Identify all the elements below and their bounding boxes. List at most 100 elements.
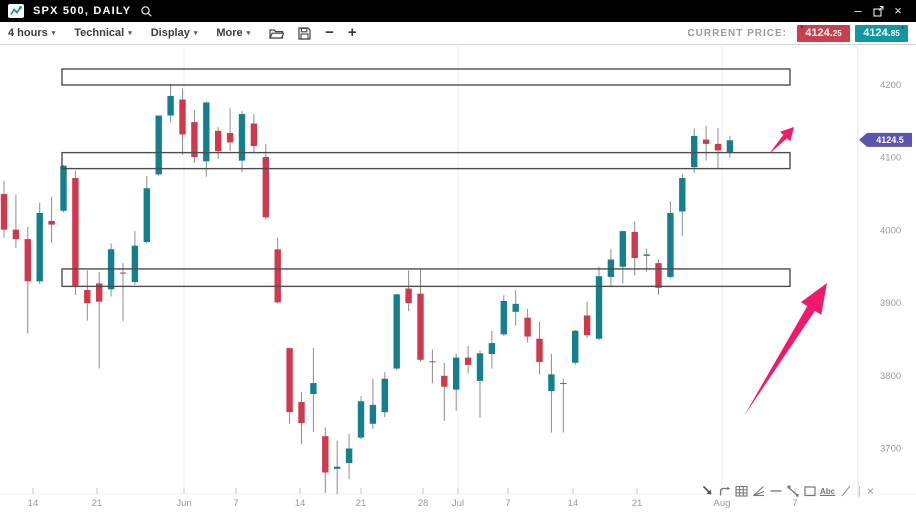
horizontal-line-tool-icon[interactable]	[769, 485, 782, 498]
zoom-in-button[interactable]: +	[347, 24, 357, 41]
x-axis-label: 14	[295, 498, 306, 509]
candle-body	[643, 254, 650, 256]
grid-tool-icon[interactable]	[735, 485, 748, 498]
candle-body	[310, 383, 317, 394]
x-axis-label: 21	[632, 498, 643, 509]
trend-fan-tool-icon[interactable]	[752, 485, 765, 498]
candle-body	[583, 315, 591, 336]
candle-body	[441, 375, 448, 387]
text-tool-icon[interactable]: Abc	[820, 486, 836, 496]
candle-body	[322, 436, 329, 473]
support-resistance-zone[interactable]	[61, 151, 791, 170]
candle-body	[381, 378, 388, 413]
candle-body	[262, 156, 269, 218]
minimize-button[interactable]: –	[854, 3, 862, 18]
save-icon[interactable]	[298, 26, 311, 40]
last-price-tag-value: 4124.5	[876, 135, 904, 145]
x-axis-label: 21	[356, 498, 367, 509]
x-axis-label: 28	[418, 498, 429, 509]
candle-body	[286, 348, 293, 413]
rectangle-tool-icon[interactable]	[803, 485, 816, 498]
support-resistance-zone[interactable]	[61, 268, 791, 288]
candle-body	[0, 194, 8, 230]
chevron-down-icon: ▾	[246, 30, 251, 37]
last-price-tag	[859, 132, 912, 147]
candle-body	[572, 330, 579, 363]
display-dropdown[interactable]: Display ▾	[150, 27, 198, 39]
candle-body	[488, 343, 496, 354]
candle-body	[595, 276, 603, 339]
current-price-panel: CURRENT PRICE: ▼ 4124. 25 4124. 85 ▲	[687, 22, 908, 45]
zoom-out-button[interactable]: −	[325, 24, 334, 41]
timeframe-dropdown[interactable]: 4 hours ▾	[8, 27, 56, 39]
candle-body	[12, 229, 20, 240]
diagonal-line-tool-icon[interactable]	[839, 485, 852, 498]
candle-body	[298, 401, 305, 424]
candle-body	[48, 220, 55, 225]
x-axis-label: 14	[28, 498, 39, 509]
bullish-arrow-annotation[interactable]	[769, 127, 794, 154]
support-resistance-zone[interactable]	[61, 68, 791, 86]
toolbar-separator: |	[858, 485, 861, 497]
x-axis-label: Jul	[452, 498, 464, 509]
technical-dropdown[interactable]: Technical ▾	[74, 27, 132, 39]
candle-body	[476, 353, 484, 381]
candle-body	[143, 188, 150, 243]
close-window-button[interactable]: ×	[894, 3, 902, 18]
cursor-tool-icon[interactable]	[701, 485, 714, 498]
open-folder-icon[interactable]	[269, 27, 285, 40]
candle-body	[667, 212, 674, 277]
ask-price-badge[interactable]: 4124. 85 ▲	[855, 24, 908, 42]
chevron-down-icon: ▾	[193, 30, 198, 37]
candle-body	[405, 288, 412, 304]
candle-body	[655, 263, 662, 288]
candle-body	[464, 357, 472, 365]
y-axis-label: 3700	[880, 444, 901, 455]
candle-body	[714, 143, 722, 151]
candle-body	[131, 245, 139, 283]
search-icon[interactable]	[140, 5, 153, 18]
candle-body	[334, 466, 341, 469]
candle-body	[726, 140, 734, 153]
current-price-label: CURRENT PRICE:	[687, 27, 787, 39]
x-axis-label: Aug	[714, 498, 731, 509]
candle-body	[619, 231, 626, 267]
candle-body	[72, 178, 79, 286]
candle-body	[500, 300, 507, 335]
x-axis-label: 21	[92, 498, 103, 509]
chevron-down-icon: ▾	[51, 30, 56, 37]
elbow-arrow-tool-icon[interactable]	[718, 485, 731, 498]
candle-body	[203, 102, 210, 162]
y-axis-label: 3800	[880, 371, 901, 382]
close-toolbar-icon[interactable]: ×	[866, 484, 874, 498]
x-axis-label: 14	[568, 498, 579, 509]
candle-body	[417, 293, 424, 360]
more-dropdown[interactable]: More ▾	[216, 27, 251, 39]
candle-body	[536, 338, 543, 362]
candle-body	[357, 401, 365, 438]
candle-body	[560, 383, 567, 385]
bullish-arrow-annotation[interactable]	[744, 283, 827, 416]
x-axis-label: 7	[792, 498, 797, 509]
candle-body	[512, 303, 519, 312]
candle-body	[96, 283, 103, 302]
chevron-down-icon: ▾	[128, 30, 132, 37]
bid-price-badge[interactable]: ▼ 4124. 25	[797, 24, 850, 42]
candle-body	[631, 231, 638, 259]
candle-body	[24, 239, 31, 282]
candle-body	[393, 294, 400, 369]
y-axis-label: 4200	[880, 80, 901, 91]
x-axis-label: 7	[505, 498, 510, 509]
y-axis-label: 4100	[880, 153, 901, 164]
chart-toolbar: 4 hours ▾ Technical ▾ Display ▾ More ▾ − +	[0, 22, 916, 45]
candle-body	[369, 404, 377, 424]
y-axis-label: 4000	[880, 225, 901, 236]
restore-button[interactable]	[868, 0, 888, 22]
trendline-tool-icon[interactable]	[786, 485, 799, 498]
candle-body	[36, 212, 43, 282]
candle-body	[226, 132, 234, 143]
candle-body	[215, 130, 222, 152]
candle-body	[274, 249, 281, 303]
